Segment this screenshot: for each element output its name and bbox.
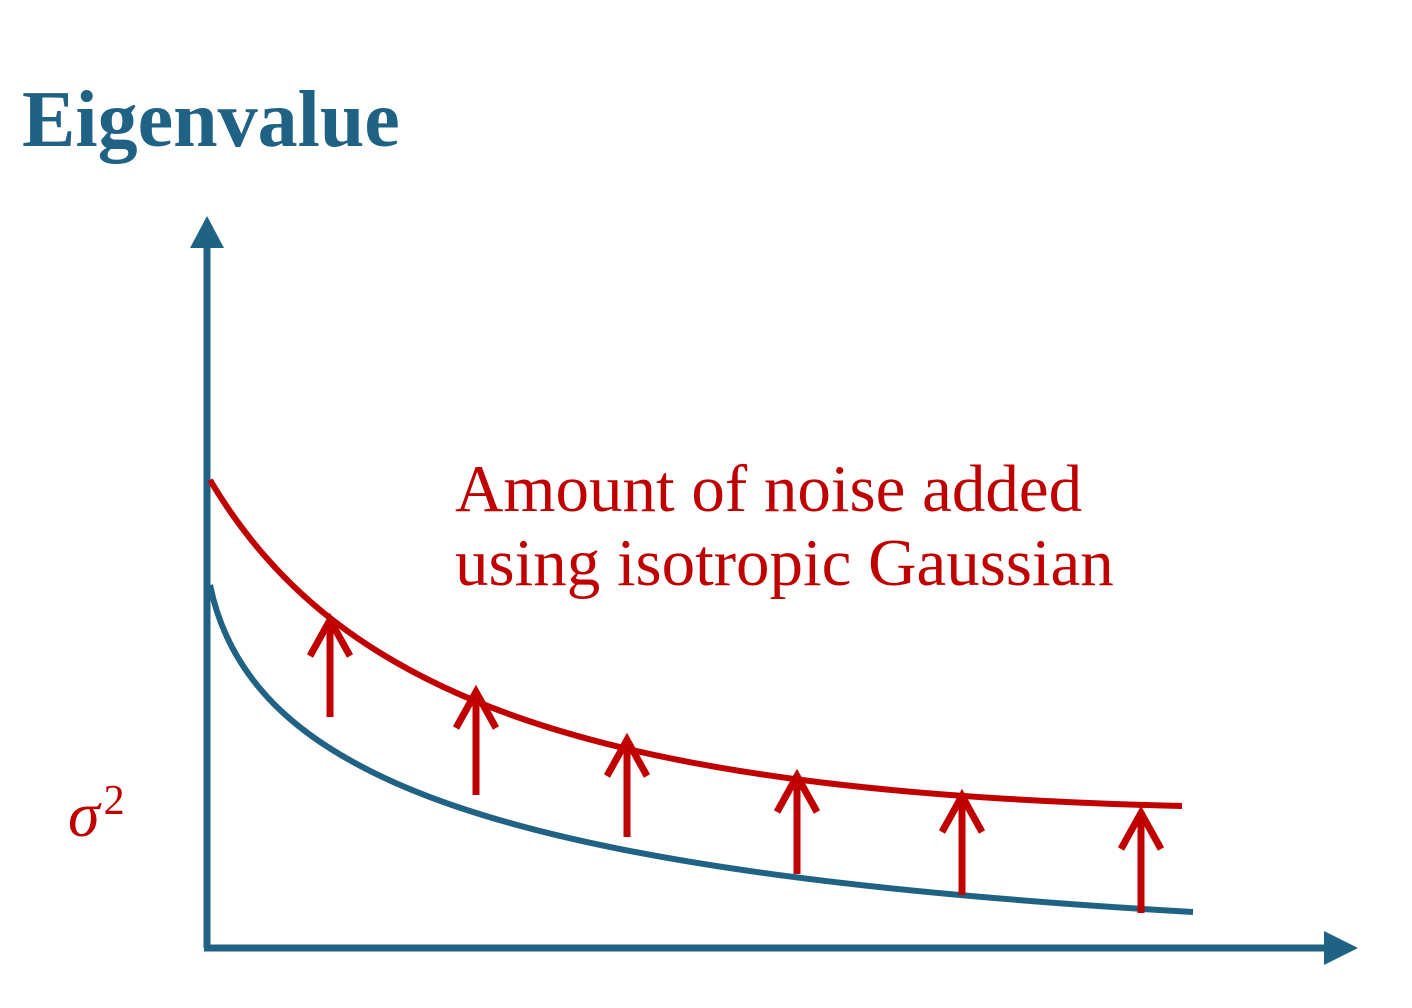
noise-arrow [773,768,821,874]
noise-arrows [306,612,1165,913]
noise-arrow [938,788,986,895]
title: Eigenvalue [22,76,400,164]
annotation-line-2: using isotropic Gaussian [455,526,1114,600]
noise-arrow [452,684,500,795]
sigma-squared-label: σ2 [68,780,125,847]
sigma-symbol: σ [68,779,100,850]
noisy-eigenvalue-curve [207,478,1183,809]
noise-arrow [603,732,651,837]
sigma-exponent: 2 [103,778,125,824]
y-axis-arrowhead [190,216,224,248]
x-axis-arrowhead [1324,931,1358,965]
eigenvalue-curve [207,584,1194,915]
noise-arrow [306,612,354,717]
noise-arrow [1117,805,1165,913]
annotation-line-1: Amount of noise added [455,452,1083,526]
noise-annotation: Amount of noise added using isotropic Ga… [455,452,1114,600]
